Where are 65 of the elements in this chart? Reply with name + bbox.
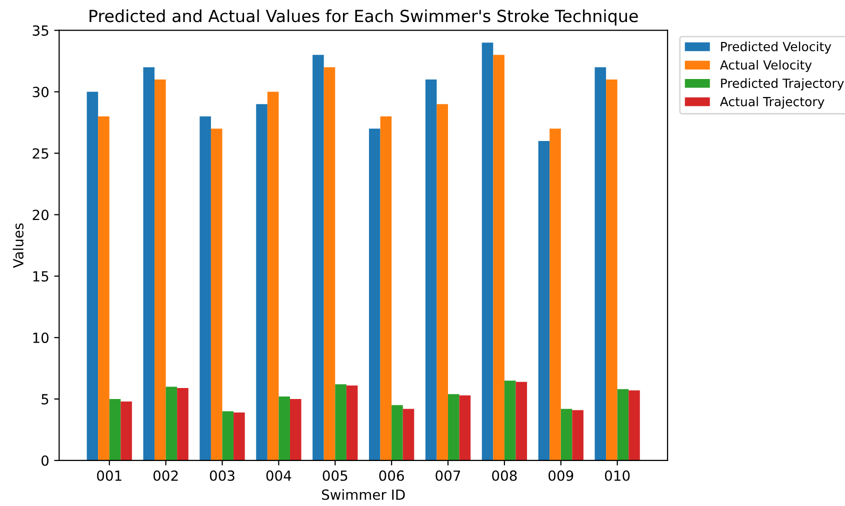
bar [154,80,166,460]
bar [200,116,211,460]
x-tick-label: 008 [492,470,517,481]
bar [346,386,358,460]
bar [459,395,471,460]
bar [278,396,290,460]
x-tick-label: 010 [604,470,630,481]
bar [550,128,561,460]
legend-label: Predicted Velocity [721,42,832,54]
bar [120,401,132,460]
x-axis-title: Swimmer ID [322,489,405,500]
y-tick-label: 5 [42,394,48,404]
bar [560,408,572,460]
bar [312,54,324,460]
bar [504,380,516,460]
legend-label: Actual Velocity [720,60,812,72]
bar [402,408,414,460]
bar [606,80,618,460]
x-tick-label: 004 [266,470,292,481]
x-tick-label: 003 [210,470,234,481]
y-tick-label: 30 [32,86,49,98]
bar [109,399,121,460]
y-tick-label: 20 [32,210,49,220]
bar [335,384,346,460]
bar [538,140,550,460]
y-axis-title: Values [12,223,24,268]
bar [98,116,110,460]
x-tick-label: 002 [153,470,178,481]
x-tick-label: 009 [548,470,574,481]
x-tick-label: 007 [436,470,460,481]
bar [267,92,279,460]
bar [166,386,178,460]
bar [516,382,528,460]
bar [177,388,188,460]
bar [86,92,98,460]
y-tick-label: 35 [32,25,48,36]
bar [572,410,584,460]
bar [380,116,392,460]
bar [234,412,245,460]
bar [290,399,302,460]
bar [617,389,629,460]
bar [392,405,403,460]
legend-label: Actual Trajectory [720,96,824,109]
x-tick-label: 001 [97,470,122,481]
y-tick-label: 25 [32,148,48,159]
bar [368,128,380,460]
bar [594,67,606,460]
bar [256,104,268,460]
x-tick-label: 005 [322,470,348,481]
bar [143,67,155,460]
x-tick-label: 006 [379,470,404,481]
bar [436,104,448,460]
y-tick-label: 15 [33,271,48,282]
y-tick-label: 10 [33,332,49,344]
bar [425,80,437,460]
bar [324,67,336,460]
bar [482,42,494,460]
bar [222,411,234,460]
chart-title: Predicted and Actual Values for Each Swimmer's Stroke Technique [90,9,638,26]
bar [628,390,640,460]
bar [448,394,460,460]
bar [493,54,504,460]
y-tick-label: 0 [42,455,49,466]
bar [210,128,222,460]
legend-label: Predicted Trajectory [721,78,844,90]
